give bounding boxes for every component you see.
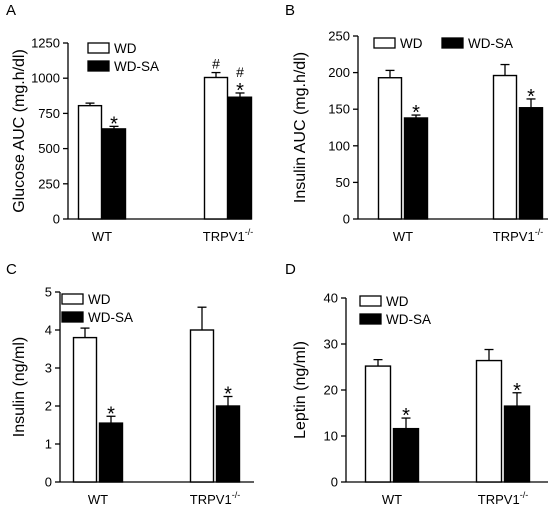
legend-label: WD — [114, 41, 137, 56]
bar-wd-sa — [503, 405, 531, 483]
panel-label: D — [285, 261, 296, 278]
y-tick-label: 100 — [328, 138, 350, 153]
bar-wd-sa — [215, 405, 241, 483]
significance-asterisk: * — [224, 384, 232, 406]
x-tick-label-superscript: -/- — [520, 490, 529, 500]
legend-swatch — [87, 60, 110, 72]
y-tick-label: 200 — [328, 65, 350, 80]
x-tick-label: TRPV1-/- — [493, 227, 543, 244]
y-tick-label: 30 — [324, 337, 338, 352]
chart-panel-d: D 0 10 20 30 40 Leptin (ng/ml) * WT * TRPV1-/- WD WD… — [285, 261, 548, 507]
x-tick-label: WT — [382, 492, 402, 507]
x-tick-label: TRPV1-/- — [190, 490, 240, 507]
x-tick-label: WT — [393, 229, 413, 244]
significance-asterisk: * — [527, 86, 535, 108]
chart-panel-b: B 0 50 100 150 200 250 Insulin AUC (mg.h/dl) * WT… — [285, 2, 548, 244]
y-axis-label: Leptin (ng/ml) — [292, 341, 309, 439]
y-tick-label: 4 — [45, 323, 52, 338]
y-tick-label: 150 — [328, 102, 350, 117]
legend-label: WD — [386, 294, 409, 309]
x-tick-label: WT — [92, 229, 112, 244]
significance-asterisk: * — [402, 405, 410, 427]
y-tick-label: 1250 — [31, 36, 60, 51]
bar-wd — [189, 329, 215, 483]
chart-panel-c: C 0 1 2 3 4 5 Insulin (ng/ml) * WT * TRPV1-/- WD WD-S… — [6, 261, 254, 507]
y-tick-label: 2 — [45, 399, 52, 414]
panel-label: A — [6, 2, 16, 19]
y-tick-label: 0 — [45, 475, 52, 490]
y-tick-label: 250 — [38, 176, 60, 191]
legend-swatch — [441, 37, 464, 49]
y-tick-label: 1 — [45, 437, 52, 452]
legend-label: WD-SA — [386, 312, 431, 327]
x-tick-label-superscript: -/- — [232, 490, 241, 500]
bar-wd — [77, 104, 103, 220]
bar-wd-sa — [98, 422, 124, 483]
bar-wd — [492, 74, 518, 220]
y-tick-label: 5 — [45, 285, 52, 300]
legend-swatch — [61, 311, 84, 323]
panel-label: C — [6, 261, 17, 278]
y-tick-label: 750 — [38, 106, 60, 121]
y-tick-label: 0 — [53, 212, 60, 227]
significance-hash: # — [236, 64, 244, 80]
y-tick-label: 0 — [343, 212, 350, 227]
legend-swatch — [373, 37, 396, 49]
x-tick-label: TRPV1-/- — [478, 490, 528, 507]
panel-label: B — [285, 2, 295, 19]
bar-wd — [364, 365, 392, 483]
significance-asterisk: * — [110, 113, 118, 135]
bar-wd — [203, 76, 229, 220]
y-axis-label: Insulin (ng/ml) — [11, 337, 28, 437]
legend-label: WD — [400, 36, 423, 51]
y-tick-label: 10 — [324, 429, 338, 444]
legend-label: WD-SA — [88, 310, 133, 325]
x-tick-label-superscript: -/- — [245, 227, 254, 237]
y-tick-label: 50 — [336, 175, 350, 190]
significance-asterisk: * — [412, 102, 420, 124]
bar-wd-sa — [101, 128, 127, 220]
y-tick-label: 500 — [38, 141, 60, 156]
x-tick-label-superscript: -/- — [535, 227, 544, 237]
y-axis-label: Insulin AUC (mg.h/dl) — [292, 52, 309, 203]
bar-wd — [475, 359, 503, 483]
legend-swatch — [61, 293, 84, 305]
legend-swatch — [359, 295, 382, 307]
legend-label: WD-SA — [468, 36, 513, 51]
bar-wd — [72, 336, 98, 483]
legend-label: WD — [88, 292, 111, 307]
bar-wd-sa — [392, 427, 420, 483]
y-axis-label: Glucose AUC (mg.h/dl) — [11, 49, 28, 213]
bar-wd-sa — [518, 107, 544, 220]
y-tick-label: 250 — [328, 29, 350, 44]
legend-swatch — [359, 313, 382, 325]
y-tick-label: 0 — [331, 475, 338, 490]
significance-asterisk: * — [236, 80, 244, 102]
bar-wd — [377, 77, 403, 220]
x-tick-label: WT — [88, 492, 108, 507]
y-tick-label: 3 — [45, 361, 52, 376]
bar-wd-sa — [403, 117, 429, 220]
y-tick-label: 40 — [324, 291, 338, 306]
significance-asterisk: * — [513, 380, 521, 402]
bar-wd-sa — [227, 96, 253, 220]
significance-hash: # — [212, 56, 220, 72]
legend-swatch — [87, 42, 110, 54]
y-tick-label: 20 — [324, 383, 338, 398]
significance-asterisk: * — [107, 403, 115, 425]
x-tick-label: TRPV1-/- — [203, 227, 253, 244]
legend-label: WD-SA — [114, 59, 159, 74]
y-tick-label: 1000 — [31, 71, 60, 86]
